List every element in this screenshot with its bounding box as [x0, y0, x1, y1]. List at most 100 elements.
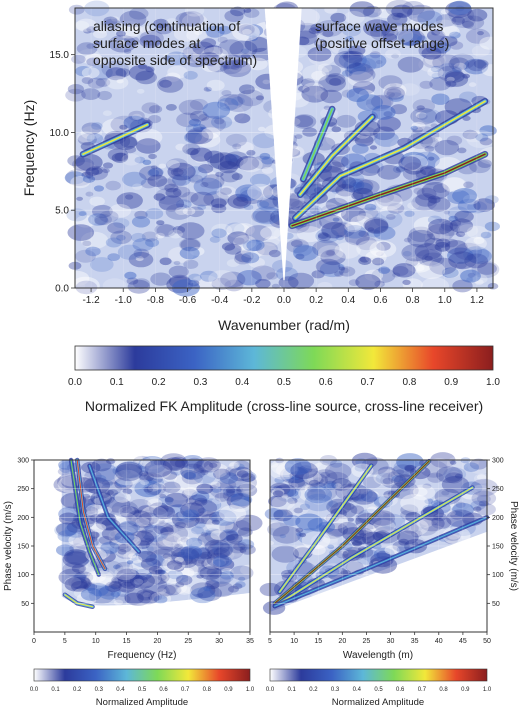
- texture-blob: [217, 25, 232, 35]
- texture-blob: [463, 194, 479, 205]
- texture-blob: [411, 194, 438, 211]
- texture-blob: [135, 517, 150, 527]
- texture-blob: [239, 544, 256, 555]
- vw-colorbar-label: Normalized Amplitude: [332, 697, 424, 708]
- texture-blob: [176, 575, 193, 586]
- texture-blob: [370, 23, 399, 42]
- texture-blob: [116, 30, 126, 37]
- texture-blob: [129, 23, 141, 31]
- texture-blob: [364, 269, 384, 282]
- texture-blob: [166, 160, 180, 169]
- texture-blob: [457, 198, 481, 214]
- texture-blob: [203, 191, 230, 208]
- texture-blob: [328, 122, 337, 128]
- texture-blob: [162, 533, 185, 548]
- texture-blob: [329, 78, 342, 86]
- texture-blob: [204, 539, 230, 555]
- texture-blob: [445, 472, 463, 484]
- texture-blob: [150, 272, 172, 286]
- texture-blob: [132, 183, 143, 190]
- texture-blob: [224, 243, 242, 255]
- colorbar-tick-label: 0.2: [309, 687, 318, 693]
- y-tick-label: 300: [492, 457, 504, 464]
- texture-blob: [369, 240, 397, 258]
- texture-blob: [157, 574, 167, 581]
- texture-blob: [147, 169, 160, 177]
- texture-blob: [75, 153, 103, 171]
- texture-blob: [94, 41, 102, 46]
- texture-blob: [180, 502, 205, 518]
- texture-blob: [302, 64, 330, 82]
- texture-blob: [421, 252, 445, 267]
- texture-blob: [131, 512, 154, 527]
- texture-blob: [422, 54, 446, 69]
- texture-blob: [233, 463, 245, 471]
- texture-blob: [87, 570, 106, 583]
- texture-blob: [358, 89, 375, 100]
- texture-blob: [191, 540, 205, 549]
- texture-blob: [98, 585, 121, 600]
- texture-blob: [177, 586, 191, 594]
- texture-blob: [196, 457, 221, 473]
- texture-blob: [168, 274, 191, 289]
- texture-blob: [186, 28, 208, 42]
- texture-blob: [162, 457, 186, 472]
- texture-blob: [196, 574, 204, 579]
- colorbar-tick-label: 0.1: [288, 687, 297, 693]
- texture-blob: [354, 464, 367, 472]
- texture-blob: [68, 534, 87, 546]
- texture-blob: [356, 94, 383, 111]
- texture-blob: [240, 564, 257, 576]
- texture-blob: [106, 75, 129, 90]
- texture-blob: [346, 62, 367, 75]
- texture-blob: [219, 521, 239, 534]
- texture-blob: [373, 226, 396, 240]
- texture-blob: [132, 514, 155, 529]
- texture-blob: [450, 470, 459, 477]
- texture-blob: [58, 568, 86, 586]
- texture-blob: [327, 161, 345, 173]
- colorbar-tick-label: 0.8: [439, 687, 448, 693]
- texture-blob: [125, 194, 134, 200]
- texture-blob: [91, 523, 107, 533]
- texture-blob: [129, 555, 143, 564]
- vw-y-axis-label: Phase velocity (m/s): [508, 501, 519, 591]
- texture-blob: [371, 105, 396, 120]
- texture-blob: [411, 126, 423, 134]
- texture-blob: [173, 260, 181, 266]
- texture-blob: [377, 116, 401, 132]
- texture-blob: [295, 253, 305, 260]
- texture-blob: [334, 242, 361, 259]
- texture-blob: [363, 476, 382, 489]
- texture-blob: [436, 466, 463, 484]
- texture-blob: [140, 178, 157, 189]
- vw-colorbar: 0.0 0.1 0.2 0.3 0.4 0.5 0.6 0.7 0.8 0.9 1.0 Normal…: [266, 668, 492, 708]
- texture-blob: [202, 530, 211, 536]
- texture-blob: [209, 236, 221, 243]
- texture-blob: [135, 575, 148, 584]
- texture-blob: [76, 561, 89, 570]
- texture-blob: [237, 89, 264, 107]
- texture-blob: [365, 250, 387, 264]
- texture-blob: [298, 85, 310, 93]
- texture-blob: [82, 175, 96, 183]
- texture-blob: [199, 551, 213, 560]
- texture-blob: [211, 486, 222, 493]
- texture-blob: [352, 80, 376, 95]
- texture-blob: [145, 208, 164, 220]
- texture-blob: [158, 519, 165, 524]
- texture-blob: [187, 206, 205, 218]
- texture-blob: [180, 545, 203, 560]
- texture-blob: [71, 564, 87, 573]
- texture-blob: [477, 30, 484, 36]
- texture-blob: [200, 270, 218, 282]
- texture-blob: [189, 110, 208, 122]
- texture-blob: [322, 30, 334, 38]
- texture-blob: [209, 482, 235, 499]
- texture-blob: [117, 25, 139, 39]
- vf-energy-region: [61, 460, 250, 606]
- texture-blob: [66, 208, 88, 222]
- texture-blob: [312, 469, 338, 485]
- texture-blob: [424, 145, 435, 152]
- texture-blob: [478, 500, 489, 507]
